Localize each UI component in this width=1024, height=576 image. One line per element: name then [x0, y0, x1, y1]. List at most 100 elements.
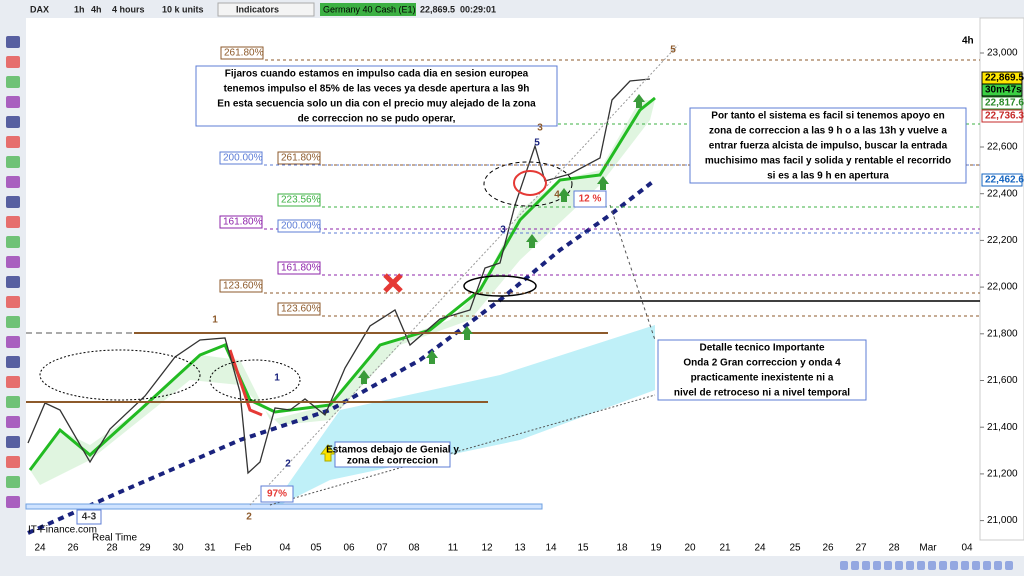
tool-icon[interactable] [6, 236, 20, 248]
tool-icon[interactable] [6, 136, 20, 148]
toolbar-item[interactable]: 00:29:01 [460, 4, 496, 14]
price-marker-label: 22,736.3 [985, 111, 1024, 122]
bottom-icon[interactable] [884, 561, 892, 570]
note-line: muchisimo mas facil y solida y rentable … [705, 156, 951, 167]
bottom-icon[interactable] [1005, 561, 1013, 570]
instrument-badge[interactable] [320, 3, 416, 16]
tool-icon[interactable] [6, 336, 20, 348]
bottom-icon[interactable] [873, 561, 881, 570]
zone-rect [25, 503, 543, 510]
tool-icon[interactable] [6, 156, 20, 168]
note-line: Estamos debajo de Genial y [326, 445, 459, 456]
bottom-icon[interactable] [994, 561, 1002, 570]
tool-icon[interactable] [6, 176, 20, 188]
toolbar-item[interactable]: 10 k units [162, 4, 204, 14]
bottom-icon[interactable] [928, 561, 936, 570]
circle-mark [209, 359, 301, 401]
percent-box [260, 485, 294, 503]
arrows [358, 94, 645, 384]
fib-label: 161.80% [281, 263, 321, 274]
date-label: 28 [106, 543, 118, 554]
fib-box [220, 46, 264, 60]
note-line: Fijaros cuando estamos en impulso cada d… [225, 69, 529, 80]
tool-icon[interactable] [6, 96, 20, 108]
toolbar-item[interactable]: 1h [74, 4, 85, 14]
note-box [195, 65, 558, 127]
date-label: 04 [961, 543, 973, 554]
tool-icon[interactable] [6, 316, 20, 328]
footer-feed: Real Time [92, 533, 137, 544]
date-label: 30 [172, 543, 184, 554]
price-label: 22,600 [987, 142, 1018, 153]
indicators-button[interactable] [217, 2, 315, 17]
fib-box [277, 219, 321, 233]
date-label: Mar [919, 543, 937, 554]
price-label: 21,400 [987, 422, 1018, 433]
tool-icon[interactable] [6, 476, 20, 488]
tool-icon[interactable] [6, 36, 20, 48]
bottom-icon[interactable] [972, 561, 980, 570]
fib-box [219, 279, 263, 293]
tool-icon[interactable] [6, 116, 20, 128]
note-line: En esta secuencia solo un dia con el pre… [217, 99, 536, 110]
note-line: nivel de retroceso ni a nivel temporal [674, 388, 850, 399]
bottom-icon[interactable] [895, 561, 903, 570]
note-box [689, 107, 967, 184]
date-label: 13 [514, 543, 526, 554]
tool-icon[interactable] [6, 296, 20, 308]
toolbar-item[interactable]: Germany 40 Cash (E1) [323, 4, 416, 14]
bottom-icon[interactable] [917, 561, 925, 570]
wave-label: 2 [285, 459, 291, 470]
note-box [657, 339, 867, 401]
trend-dotted [249, 44, 679, 506]
tool-icon[interactable] [6, 356, 20, 368]
date-label: 27 [855, 543, 867, 554]
tool-icon[interactable] [6, 196, 20, 208]
date-label: 24 [754, 543, 766, 554]
date-label: 08 [408, 543, 420, 554]
percent-label: 12 % [579, 194, 602, 205]
tool-icon[interactable] [6, 56, 20, 68]
top-toolbar [0, 0, 1024, 18]
fib-label: 261.80% [224, 48, 264, 59]
wave-label: 3 [500, 225, 506, 236]
bottom-icon[interactable] [983, 561, 991, 570]
date-label: 20 [684, 543, 696, 554]
tool-icon[interactable] [6, 216, 20, 228]
footer-site: IT-Finance.com [28, 525, 97, 536]
bottom-icon[interactable] [851, 561, 859, 570]
tool-icon[interactable] [6, 76, 20, 88]
tool-icon[interactable] [6, 396, 20, 408]
bottom-icon[interactable] [862, 561, 870, 570]
date-label: 26 [67, 543, 79, 554]
price-label: 22,400 [987, 188, 1018, 199]
tool-icon[interactable] [6, 276, 20, 288]
tool-icon[interactable] [6, 376, 20, 388]
toolbar-item[interactable]: 4 hours [112, 4, 145, 14]
fib-box [277, 261, 321, 275]
toolbar-item[interactable]: DAX [30, 4, 49, 14]
tool-icon[interactable] [6, 436, 20, 448]
note-box [334, 441, 451, 468]
date-label: 15 [577, 543, 589, 554]
trend-dotted [269, 394, 656, 506]
bottom-icon[interactable] [961, 561, 969, 570]
price-marker-label: 30m47s [985, 85, 1022, 96]
tool-icon[interactable] [6, 496, 20, 508]
tool-icon[interactable] [6, 256, 20, 268]
date-label: 12 [481, 543, 493, 554]
tool-icon[interactable] [6, 456, 20, 468]
bottom-icon[interactable] [906, 561, 914, 570]
toolbar-item[interactable]: 4h [91, 4, 102, 14]
price-marker-label: 22,462.6 [985, 175, 1024, 186]
fib-label: 123.60% [281, 304, 321, 315]
bottom-icon[interactable] [840, 561, 848, 570]
bottom-icon[interactable] [939, 561, 947, 570]
price-label: 21,600 [987, 375, 1018, 386]
fib-box [277, 193, 321, 207]
toolbar-item[interactable]: 22,869.5 [420, 4, 455, 14]
bottom-icon[interactable] [950, 561, 958, 570]
note-line: de correccion no se pudo operar, [298, 114, 456, 125]
toolbar-item[interactable]: Indicators [236, 4, 279, 14]
tool-icon[interactable] [6, 416, 20, 428]
